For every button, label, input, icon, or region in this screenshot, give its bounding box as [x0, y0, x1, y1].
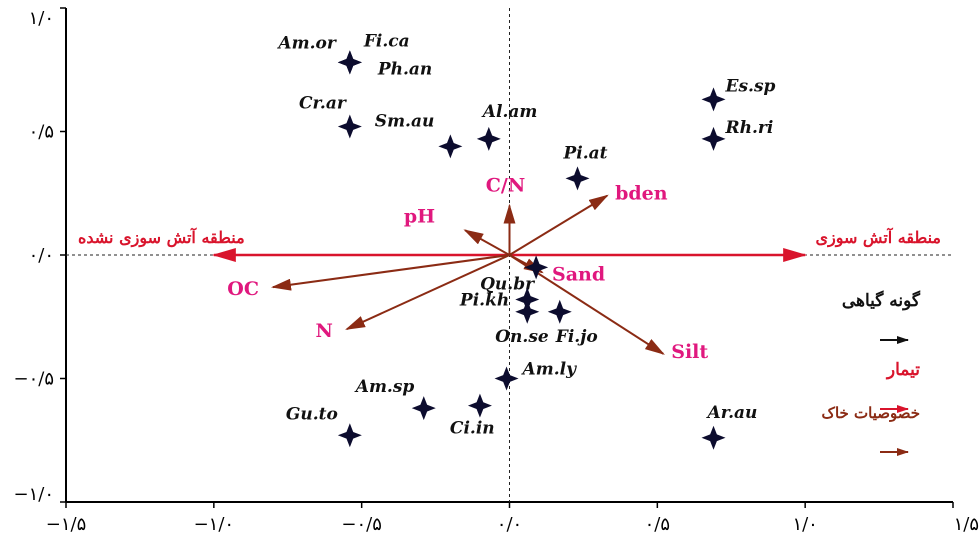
- soil-label-n: N: [316, 320, 333, 342]
- x-tick-label: ۱/۵: [954, 514, 979, 535]
- species-marker-am-ly: [494, 366, 519, 391]
- x-tick-label: −۱/۰: [194, 514, 234, 535]
- species-marker-gu-to: [337, 423, 362, 448]
- species-marker-ci-in: [467, 393, 492, 418]
- species-label-ph-an: Ph.an: [377, 59, 432, 79]
- soil-arrow-oc: [270, 254, 510, 291]
- species-label-cr-ar: Cr.ar: [299, 94, 347, 114]
- species-marker-rh-ri: [701, 126, 726, 151]
- species-marker-es-sp: [701, 87, 726, 112]
- x-tick-label: ۰/۵: [645, 514, 670, 535]
- soil-label-bden: bden: [615, 183, 668, 205]
- species-marker-on-se: [515, 299, 540, 324]
- species-label-rh-ri: Rh.ri: [725, 118, 774, 138]
- x-tick-label: −۱/۵: [46, 514, 86, 535]
- x-tick-label: −۰/۵: [341, 514, 381, 535]
- soil-arrow-ph: [463, 229, 510, 256]
- species-label-gu-to: Gu.to: [286, 404, 338, 424]
- soil-label-silt: Silt: [671, 341, 708, 363]
- species-marker-sm-au: [438, 134, 463, 159]
- soil-label-sand: Sand: [552, 263, 605, 285]
- soil-label-oc: OC: [227, 278, 259, 300]
- species-label-sm-au: Sm.au: [375, 111, 435, 131]
- legend-item-soil-label: خصوصیات خاک: [822, 404, 920, 422]
- species-label-qu-br: Qu.br: [480, 274, 535, 294]
- legend-item-treatment-label: تیمار: [885, 360, 920, 380]
- species-label-fi-ca: Fi.ca: [363, 31, 410, 51]
- species-label-on-se: On.se: [495, 327, 549, 347]
- y-tick-label: ۰/۰: [29, 245, 54, 266]
- y-tick-label: ۱/۰: [29, 8, 54, 29]
- species-marker-pi-kh: [515, 287, 540, 312]
- species-label-al-am: Al.am: [481, 102, 538, 122]
- species-marker-pi-at: [565, 166, 590, 191]
- soil-label-ph: pH: [404, 205, 435, 227]
- species-marker-qu-br: [524, 255, 549, 280]
- treatment-label: منطقه آتش سوزی نشده: [78, 226, 245, 248]
- species-marker-cr-ar: [337, 114, 362, 139]
- soil-arrow-bden: [508, 194, 609, 256]
- soil-arrow-n: [345, 254, 510, 331]
- species-marker-am-sp: [411, 396, 436, 421]
- species-marker-fi-jo: [547, 299, 572, 324]
- species-label-am-sp: Am.sp: [354, 377, 415, 397]
- species-label-es-sp: Es.sp: [725, 76, 776, 96]
- species-marker-al-am: [476, 126, 501, 151]
- y-tick-label: −۱/۰: [14, 484, 54, 505]
- soil-label-c-n: C/N: [486, 175, 525, 197]
- x-tick-label: ۱/۰: [792, 514, 817, 535]
- species-points: Am.or Fi.ca Ph.an Cr.ar Sm.au Al.am Es.sp Rh.ri…: [276, 31, 776, 450]
- y-tick-label: −۰/۵: [14, 369, 54, 390]
- legend-item-species-label: گونه گیاهی: [842, 290, 921, 311]
- species-label-ar-au: Ar.au: [706, 403, 758, 423]
- species-label-pi-at: Pi.at: [563, 143, 608, 163]
- species-label-am-or: Am.or: [276, 33, 336, 53]
- species-label-fi-jo: Fi.jo: [555, 327, 598, 347]
- soil-property-arrows: C/N bden pH Sand OC N Silt: [227, 175, 708, 363]
- treatment-label: منطقه آتش سوزی: [815, 226, 941, 248]
- species-marker-ar-au: [701, 425, 726, 450]
- species-label-am-ly: Am.ly: [521, 360, 578, 380]
- species-marker-ph-an: [337, 50, 362, 75]
- species-label-pi-kh: Pi.kh: [459, 290, 509, 310]
- species-label-ci-in: Ci.in: [450, 419, 495, 439]
- x-tick-label: ۰/۰: [497, 514, 522, 535]
- axis-ticks: −۱/۵ −۱/۰ −۰/۵ ۰/۰ ۰/۵ ۱/۰ ۱/۵ ۱/۰ ۰/۵ ۰/۰ −۰/۵ −۱/…: [14, 7, 979, 535]
- treatment-arrows: منطقه آتش سوزی منطقه آتش سوزی نشده: [78, 226, 941, 262]
- y-tick-label: ۰/۵: [29, 122, 54, 143]
- legend: گونه گیاهی تیمار خصوصیات خاک: [822, 290, 921, 456]
